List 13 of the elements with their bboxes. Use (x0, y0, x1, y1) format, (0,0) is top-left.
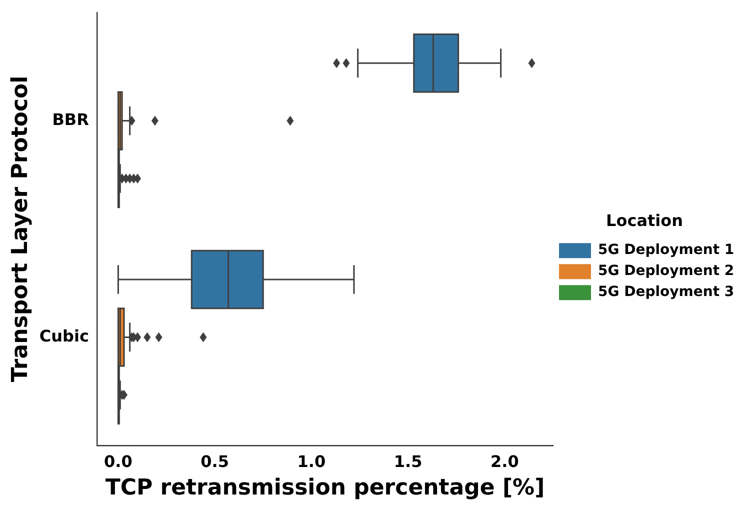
x-tick-label: 0.0 (104, 452, 132, 472)
y-axis-title: Transport Layer Protocol (8, 76, 33, 382)
legend-label: 5G Deployment 1 (598, 242, 734, 258)
legend-label: 5G Deployment 3 (598, 284, 734, 300)
legend-title: Location (606, 211, 683, 230)
y-tick-label: BBR (52, 110, 89, 129)
x-tick-label: 1.0 (297, 452, 326, 472)
legend-label: 5G Deployment 2 (598, 263, 734, 280)
x-tick-label: 0.5 (200, 452, 230, 472)
y-tick-label: Cubic (39, 326, 89, 346)
x-axis-title: TCP retransmission percentage [%] (105, 476, 545, 501)
x-tick-label: 1.5 (394, 452, 422, 472)
x-tick-label: 2.0 (490, 452, 519, 472)
